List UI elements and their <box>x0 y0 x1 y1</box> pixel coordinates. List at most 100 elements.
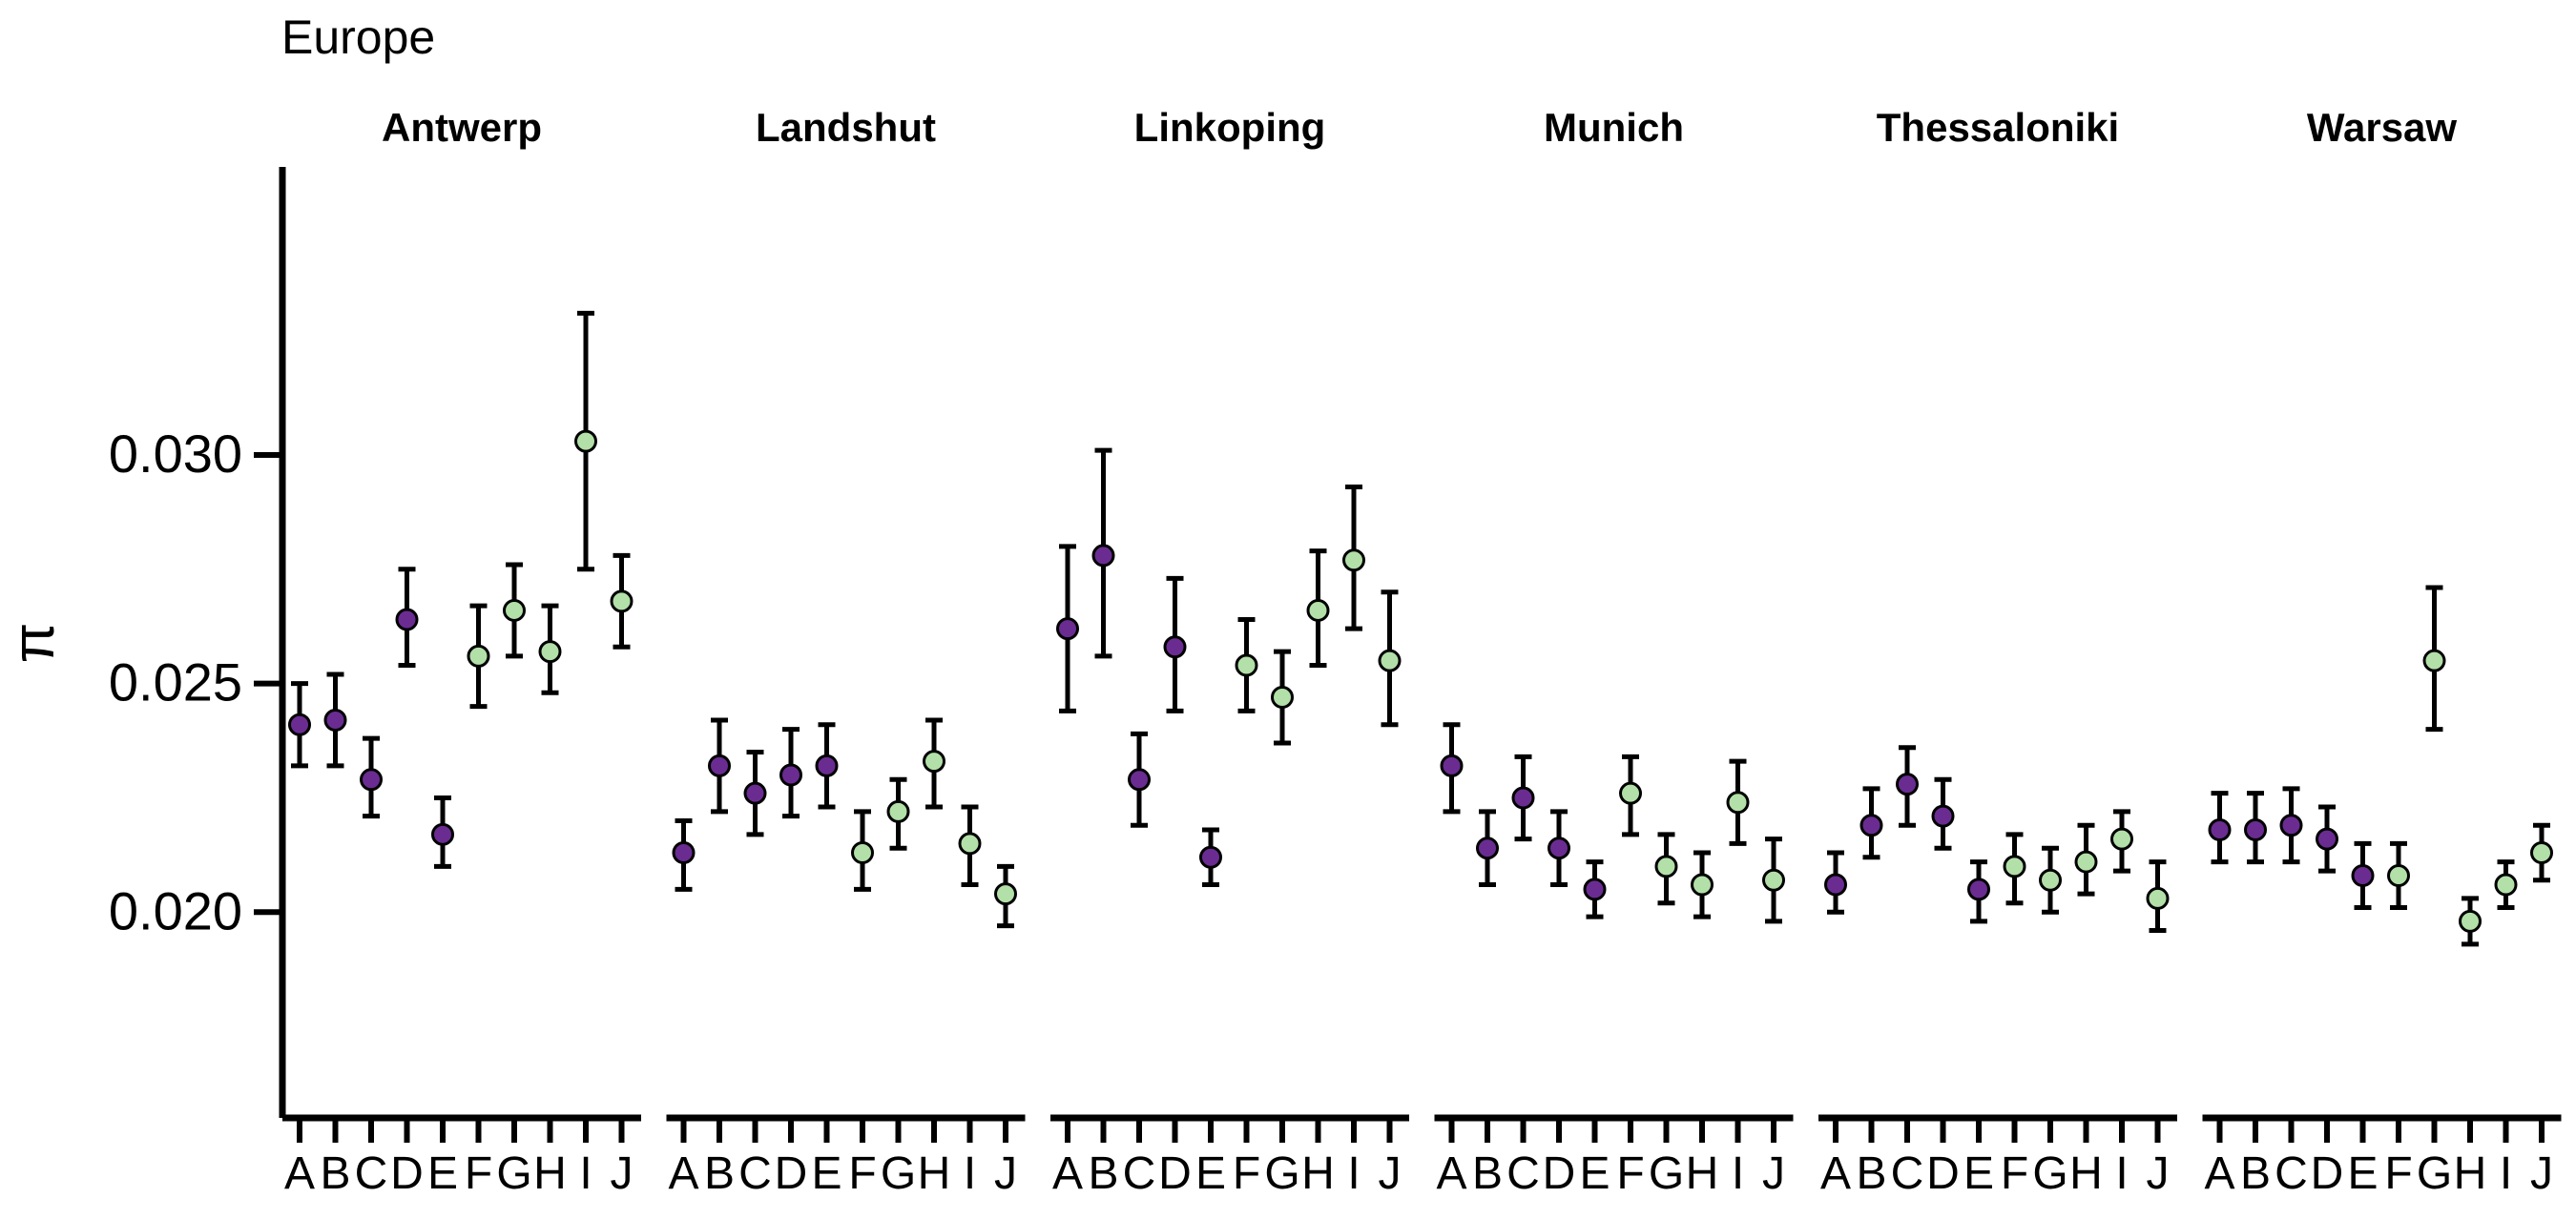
data-point <box>1726 791 1750 815</box>
data-point <box>1056 617 1079 641</box>
x-tick-label: I <box>964 1148 976 1199</box>
x-tick-label: J <box>1762 1148 1785 1199</box>
x-tick-label: B <box>1472 1148 1503 1199</box>
x-tick-label: E <box>811 1148 841 1199</box>
data-point <box>2316 827 2338 851</box>
x-tick-label: H <box>2069 1148 2103 1199</box>
x-tick-label: D <box>1158 1148 1192 1199</box>
x-tick-label: H <box>918 1148 951 1199</box>
data-point <box>2494 873 2518 897</box>
data-point <box>1199 845 1222 869</box>
data-point <box>1235 653 1258 677</box>
x-tick-label: J <box>994 1148 1017 1199</box>
x-tick-label: D <box>775 1148 808 1199</box>
x-tick-label: B <box>704 1148 735 1199</box>
panel-linkoping: Linkoping A B C D E F G H I J <box>1050 105 1409 1199</box>
data-point <box>1476 837 1499 860</box>
data-point <box>1306 598 1330 622</box>
data-point <box>2387 863 2410 887</box>
x-tick-label: A <box>2204 1148 2234 1199</box>
data-point <box>2530 840 2553 864</box>
x-tick-label: E <box>1195 1148 1226 1199</box>
data-point <box>1128 768 1151 792</box>
panel-title: Munich <box>1544 105 1684 150</box>
panel-title: Linkoping <box>1134 105 1326 150</box>
panel-munich: Munich A B C D E F G H I J <box>1434 105 1794 1199</box>
data-point <box>815 754 839 777</box>
x-tick-label: I <box>2115 1148 2128 1199</box>
x-tick-label: F <box>465 1148 492 1199</box>
panel-title: Warsaw <box>2307 105 2458 150</box>
x-tick-label: J <box>611 1148 634 1199</box>
data-point <box>923 750 945 774</box>
data-point <box>395 608 419 631</box>
x-tick-label: G <box>496 1148 531 1199</box>
data-point <box>1896 773 1919 796</box>
x-tick-label: G <box>2032 1148 2067 1199</box>
data-point <box>1762 868 1785 892</box>
data-point <box>2074 850 2098 874</box>
x-tick-label: B <box>1856 1148 1886 1199</box>
data-point <box>2459 909 2482 933</box>
data-point <box>1378 649 1402 672</box>
data-point <box>1824 873 1847 897</box>
x-tick-label: E <box>2347 1148 2378 1199</box>
x-tick-label: I <box>1732 1148 1744 1199</box>
data-point <box>2244 818 2267 842</box>
data-point <box>323 708 347 732</box>
data-point <box>1967 878 1990 901</box>
data-point <box>886 799 910 823</box>
data-point <box>431 822 454 846</box>
y-tick-label: 0.025 <box>109 652 242 713</box>
x-tick-label: G <box>881 1148 916 1199</box>
x-tick-label: F <box>2001 1148 2028 1199</box>
x-tick-label: I <box>2500 1148 2512 1199</box>
x-tick-label: F <box>1616 1148 1644 1199</box>
x-tick-label: C <box>1123 1148 1156 1199</box>
data-point <box>958 832 982 856</box>
data-point <box>1691 873 1714 897</box>
data-point <box>2351 863 2375 887</box>
data-point <box>538 640 562 664</box>
x-tick-label: F <box>1233 1148 1260 1199</box>
data-point <box>610 589 634 613</box>
x-tick-label: C <box>2275 1148 2308 1199</box>
data-point <box>2146 886 2170 910</box>
x-tick-label: C <box>738 1148 772 1199</box>
x-tick-label: B <box>2240 1148 2271 1199</box>
x-tick-label: G <box>2417 1148 2452 1199</box>
x-tick-label: D <box>1926 1148 1960 1199</box>
panel-title: Thessaloniki <box>1877 105 2119 150</box>
x-tick-label: D <box>2311 1148 2344 1199</box>
x-tick-label: J <box>2147 1148 2170 1199</box>
y-tick-label: 0.020 <box>109 880 242 940</box>
data-point <box>1654 855 1678 878</box>
x-tick-label: J <box>2530 1148 2553 1199</box>
x-tick-label: B <box>320 1148 350 1199</box>
data-point <box>1440 754 1464 777</box>
x-tick-label: I <box>1347 1148 1360 1199</box>
x-tick-label: E <box>1579 1148 1610 1199</box>
panel-landshut: Landshut A B C D E F G H I J <box>666 105 1026 1199</box>
x-tick-label: H <box>1301 1148 1335 1199</box>
data-point <box>708 754 731 777</box>
data-point <box>672 840 696 864</box>
x-tick-label: H <box>1686 1148 1719 1199</box>
data-point <box>743 781 767 805</box>
x-tick-label: C <box>1891 1148 1924 1199</box>
data-point <box>574 429 597 453</box>
x-tick-label: A <box>668 1148 698 1199</box>
x-tick-label: D <box>390 1148 424 1199</box>
x-tick-label: A <box>284 1148 315 1199</box>
data-point <box>1511 786 1535 810</box>
x-tick-label: H <box>533 1148 567 1199</box>
panel-antwerp: Antwerp A B C D E F G H I J <box>282 105 641 1199</box>
x-tick-label: A <box>1820 1148 1851 1199</box>
data-point <box>851 840 874 864</box>
data-point <box>2110 827 2133 851</box>
x-tick-label: H <box>2454 1148 2487 1199</box>
data-point <box>360 768 383 792</box>
data-point <box>2422 649 2446 672</box>
